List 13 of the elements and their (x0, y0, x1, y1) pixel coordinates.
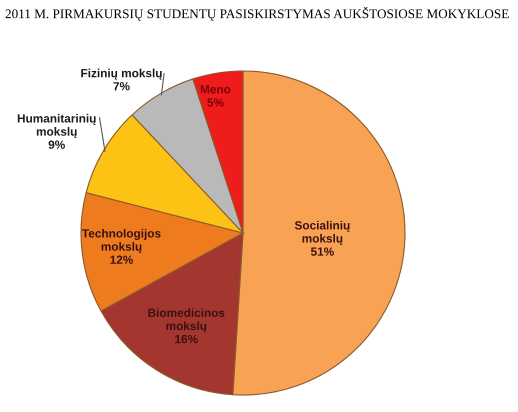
slice-label: Meno (200, 85, 230, 94)
data-label: 12% (110, 256, 134, 264)
slice-label: Biomedicinos mokslų (148, 308, 225, 332)
data-label: 51% (310, 247, 334, 256)
data-label: 5% (207, 98, 224, 107)
data-label: 9% (48, 140, 65, 149)
data-label: 7% (113, 82, 130, 90)
slice-label: Humanitarinių mokslų (18, 114, 96, 138)
data-label: 16% (175, 334, 198, 344)
slice-label: Socialinių mokslų (294, 220, 350, 245)
slice-label: Fizinių mokslų (81, 68, 162, 80)
slice-label: Technologijos mokslų (82, 228, 161, 254)
chart-title: 2011 M. PIRMAKURSIŲ STUDENTŲ PASISKIRSTYMAS AUKŠTOSIOSE MOKYKLOSE (6, 6, 509, 21)
